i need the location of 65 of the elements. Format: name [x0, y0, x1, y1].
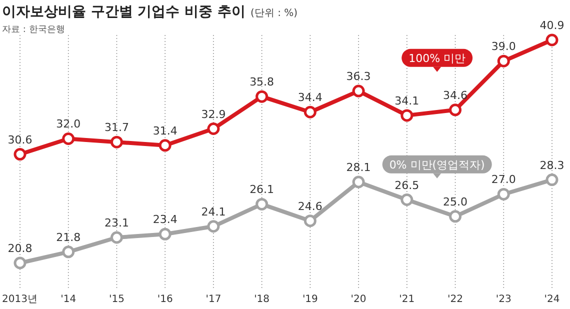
data-label: 23.1 [104, 216, 129, 230]
x-tick-label: '19 [302, 294, 318, 305]
point [449, 104, 462, 116]
point [256, 198, 268, 210]
data-label: 26.1 [250, 183, 274, 196]
x-tick-label: '17 [206, 294, 222, 305]
x-tick-label: 2013년 [2, 294, 38, 305]
x-tick-label: '22 [448, 294, 464, 305]
point [62, 132, 75, 145]
data-label: 24.1 [201, 205, 226, 218]
point [546, 174, 558, 186]
point [110, 136, 123, 148]
point [352, 176, 365, 188]
data-label: 34.6 [443, 88, 468, 102]
chart-subtitle: (단위 : %) [250, 8, 298, 19]
data-label: 39.0 [491, 40, 516, 54]
x-tick-label: '14 [60, 294, 76, 305]
point [352, 84, 365, 98]
chart-title: 이자보상비율 구간별 기업수 비중 추이 [2, 4, 246, 20]
data-label: 32.9 [201, 108, 226, 121]
point [449, 210, 462, 223]
data-label: 24.6 [298, 200, 322, 213]
point [497, 54, 510, 68]
point [14, 256, 26, 270]
data-label: 30.6 [8, 133, 32, 146]
x-tick-label: '24 [544, 294, 560, 305]
data-label: 25.0 [443, 195, 468, 208]
data-label: 20.8 [8, 242, 32, 255]
point [546, 34, 558, 46]
point [400, 194, 414, 206]
data-label: 28.3 [540, 158, 564, 172]
x-tick-label: '21 [399, 294, 415, 305]
data-label: 26.5 [394, 178, 420, 192]
data-label: 23.4 [152, 213, 178, 226]
point [62, 246, 75, 258]
data-label: 34.1 [394, 94, 420, 108]
text: 자료 : 한국은행 [2, 25, 65, 35]
data-label: 40.9 [540, 19, 564, 32]
point [304, 106, 316, 118]
point [158, 228, 172, 240]
point [256, 90, 268, 103]
data-label: 36.3 [346, 70, 371, 84]
point [207, 122, 220, 136]
point [158, 139, 172, 152]
text: 100% 미만 [408, 52, 466, 65]
data-label: 31.4 [152, 124, 178, 138]
data-label: 21.8 [56, 230, 81, 244]
data-label: 27.0 [491, 173, 516, 186]
data-label: 35.8 [250, 76, 274, 89]
point [497, 188, 510, 200]
point [207, 220, 220, 233]
x-tick-label: '16 [157, 294, 173, 305]
x-tick-label: '23 [496, 294, 512, 305]
series-label: 0% 미만(영업적자) [389, 158, 485, 172]
point [14, 148, 26, 161]
point [110, 231, 123, 244]
x-tick-label: '15 [108, 294, 124, 305]
point [400, 109, 414, 122]
data-label: 31.7 [104, 121, 129, 134]
data-label: 34.4 [298, 91, 322, 104]
data-label: 32.0 [56, 118, 81, 131]
data-label: 28.1 [346, 161, 371, 174]
x-tick-label: '18 [254, 294, 270, 305]
x-tick-label: '20 [350, 294, 366, 305]
point [304, 214, 316, 228]
